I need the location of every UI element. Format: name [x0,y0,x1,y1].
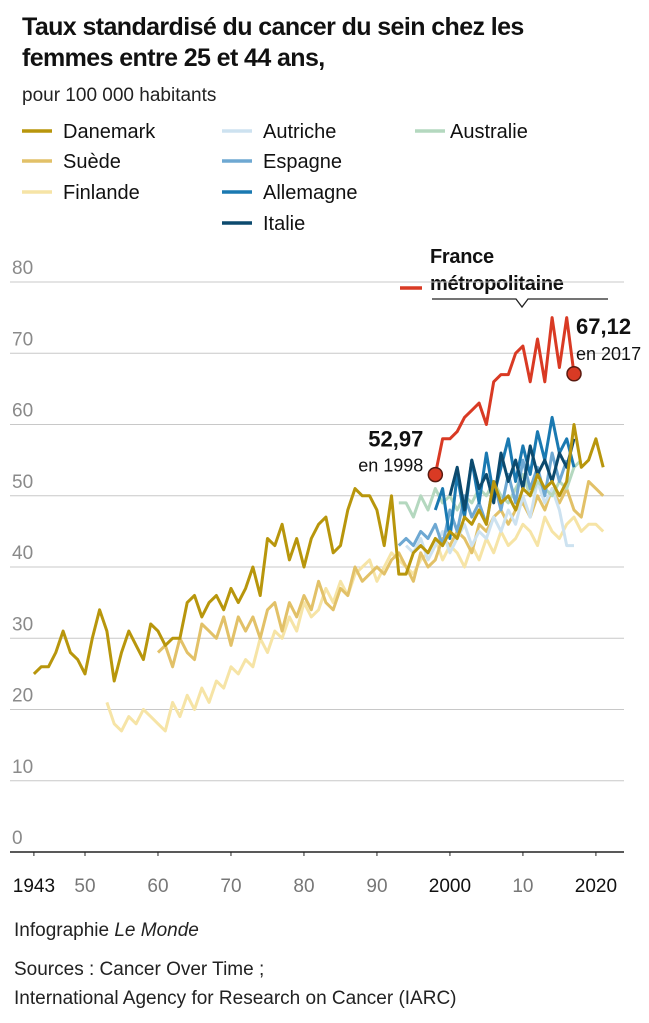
y-tick-label: 70 [12,329,33,350]
x-tick-label: 80 [293,876,314,897]
y-tick-label: 80 [12,258,33,279]
x-tick-label: 90 [366,876,387,897]
legend: Danemark Suède Finlande Autriche Espagne Alle… [22,121,528,235]
legend-label: Australie [450,121,528,143]
y-tick-label: 20 [12,686,33,707]
annotation: en 2017 [576,344,641,364]
data-label: 67,12 [576,314,631,339]
credit-outlet: Le Monde [114,920,199,941]
y-tick-label: 10 [12,757,33,778]
series-label: France métropolitaine [430,246,564,295]
series-line [448,438,576,512]
x-tick-label: 2020 [575,876,617,897]
series-line [32,423,605,683]
sources: Sources : Cancer Over Time ; Internation… [14,955,457,1013]
x-tick-label: 50 [74,876,95,897]
annotation: en 1998 [358,456,423,476]
legend-label: Autriche [263,121,336,143]
legend-label: Espagne [263,151,342,173]
point-marker [427,466,444,483]
source-line: Sources : Cancer Over Time ; [14,959,265,980]
legend-label: Danemark [63,121,156,143]
chart-title: Taux standardisé du cancer du sein chez … [22,13,524,72]
x-tick-label: 10 [512,876,533,897]
legend-label: Suède [63,151,121,173]
chart-subtitle: pour 100 000 habitants [22,85,217,106]
x-tick-label: 1943 [13,876,55,897]
series-line [433,316,576,475]
credit: Infographie Le Monde [14,920,199,942]
y-tick-label: 0 [12,828,23,849]
x-tick-label: 70 [220,876,241,897]
series-line [105,515,605,733]
y-tick-label: 60 [12,401,33,422]
label-bracket [432,298,608,309]
chart: Danemark Suède Finlande Autriche Espagne Alle… [10,121,641,897]
y-tick-label: 50 [12,472,33,493]
x-tick-label: 60 [147,876,168,897]
credit-text: Infographie [14,920,110,941]
y-tick-label: 30 [12,614,33,635]
y-tick-label: 40 [12,543,33,564]
series-line [405,480,574,562]
point-marker [566,366,582,382]
legend-label: Italie [263,213,305,235]
legend-label: Finlande [63,182,140,204]
data-label: 52,97 [368,427,423,452]
x-tick-label: 2000 [429,876,471,897]
legend-label: Allemagne [263,182,358,204]
source-line: International Agency for Research on Can… [14,988,457,1009]
